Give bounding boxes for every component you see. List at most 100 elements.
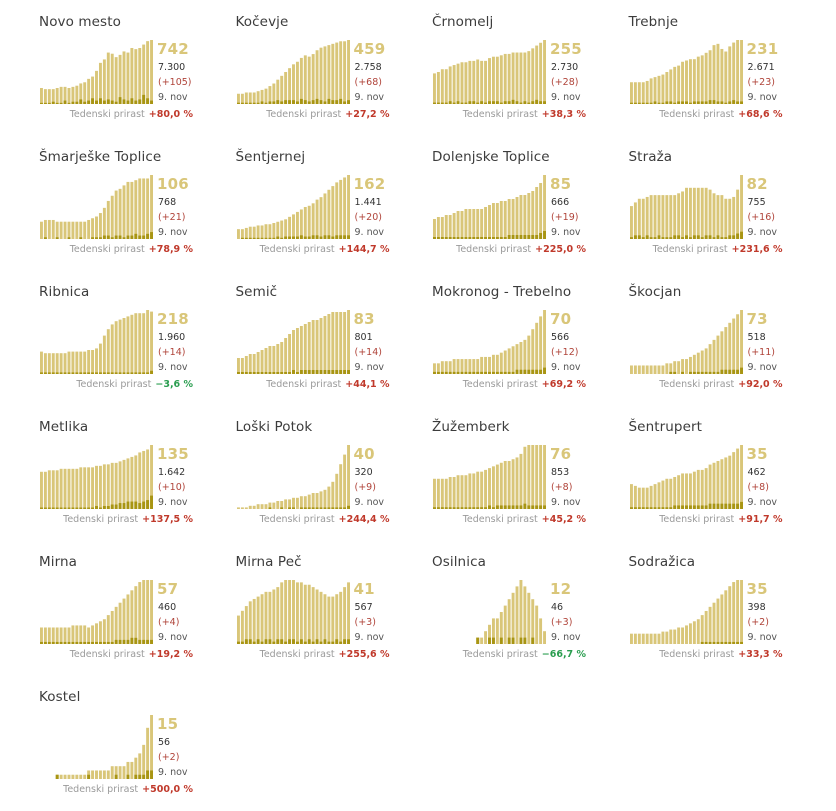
active-bar [503, 605, 507, 644]
active-cases-value: 85 [550, 175, 572, 193]
municipality-panel: Sodražica 35 398 (+2) 9. nov Tedenski prirast… [590, 540, 783, 668]
new-cases-bar [240, 372, 244, 374]
bar-sparkline [236, 580, 350, 644]
active-bar [47, 470, 51, 509]
active-bar [704, 468, 708, 509]
active-bar [126, 761, 130, 779]
active-cases-value: 12 [550, 580, 572, 598]
new-cases-bar [484, 371, 488, 374]
active-bar [491, 466, 495, 509]
municipality-panel: Trebnje 231 2.671 (+23) 9. nov Tedenski prira… [590, 0, 783, 128]
active-bar [150, 580, 153, 644]
new-cases-bar [75, 101, 79, 104]
new-cases-bar [267, 507, 271, 509]
active-bar [488, 356, 491, 374]
active-bar [150, 445, 153, 509]
new-cases-bar [43, 641, 47, 644]
weekly-growth-row: Tedenski prirast +19,2 % [70, 649, 193, 660]
active-bar [653, 77, 657, 104]
new-cases-bar [299, 235, 303, 239]
new-cases-bar [440, 507, 444, 509]
weekly-growth-row: Tedenski prirast +38,3 % [463, 109, 586, 120]
active-bar [322, 594, 326, 644]
new-cases-bar [503, 101, 507, 104]
new-cases-bar [503, 371, 507, 374]
new-cases-bar [543, 231, 546, 239]
active-bar [684, 60, 688, 104]
municipality-panel: Žužemberk 76 853 (+8) 9. nov Tedenski prirast… [393, 405, 586, 533]
active-bar [464, 475, 468, 509]
active-bar [723, 198, 727, 239]
new-cases-bar [645, 235, 649, 239]
date-label: 9. nov [354, 227, 385, 238]
bar-sparkline [433, 310, 546, 374]
active-bar [342, 587, 346, 644]
new-cases-bar [468, 507, 472, 509]
new-cases-bar [688, 237, 692, 239]
active-bar [59, 86, 63, 104]
active-bar [472, 209, 476, 239]
active-bar [448, 477, 452, 509]
new-cases-bar [299, 370, 303, 374]
new-cases-bar [83, 507, 87, 509]
new-cases-bar [134, 501, 138, 509]
active-bar [279, 342, 283, 374]
active-bar [63, 353, 67, 374]
active-bar [275, 221, 279, 239]
new-cases-bar [511, 637, 515, 644]
active-bar [252, 354, 256, 374]
active-bar [633, 202, 637, 239]
new-cases-bar [527, 505, 531, 509]
new-cases-bar [629, 102, 633, 104]
weekly-growth-label: Tedenski prirast [462, 379, 538, 390]
new-cases-bar [700, 505, 704, 509]
new-cases-bar [519, 505, 523, 509]
new-cases-bar [523, 369, 527, 374]
active-bar [495, 354, 499, 374]
active-bar [271, 223, 275, 239]
bar-sparkline [40, 175, 153, 239]
active-bar [719, 594, 723, 644]
new-cases-bar [275, 236, 279, 239]
active-bar [114, 766, 118, 779]
active-bar [83, 351, 87, 374]
active-bar [495, 464, 499, 509]
new-cases-bar [342, 639, 346, 644]
active-bar [51, 470, 55, 509]
active-bar [59, 468, 63, 509]
active-bar [110, 324, 114, 374]
new-cases-bar [704, 371, 708, 374]
new-cases-bar [739, 367, 743, 374]
active-bar [456, 475, 460, 509]
new-cases-bar [700, 237, 704, 239]
active-bar [134, 180, 138, 239]
active-bar [641, 82, 645, 104]
new-cases-bar [283, 100, 287, 104]
new-cases-bar [712, 237, 715, 239]
active-bar [676, 65, 680, 104]
active-bar [244, 227, 248, 239]
bar-sparkline [629, 175, 743, 239]
active-bar [67, 627, 71, 644]
active-bar [138, 313, 142, 374]
new-cases-bar [291, 100, 295, 104]
active-bar [468, 209, 472, 239]
date-label: 9. nov [354, 362, 385, 373]
weekly-growth-value: +45,2 % [541, 514, 586, 525]
active-bar [433, 363, 436, 374]
new-cases-bar [307, 101, 311, 104]
active-bar [51, 353, 55, 374]
active-bar [126, 594, 130, 644]
active-bar [319, 318, 322, 374]
active-bar [146, 41, 150, 104]
new-cases-bar [102, 506, 106, 509]
municipality-name: Šentjernej [235, 149, 306, 165]
active-bar [723, 590, 727, 644]
active-bar [291, 214, 295, 239]
active-bar [110, 766, 114, 779]
municipality-panel: Mokronog - Trebelno 70 566 (+12) 9. nov Teden… [393, 270, 586, 398]
active-bar [307, 205, 311, 239]
new-cases-bar [440, 371, 444, 374]
active-bar [252, 598, 256, 644]
active-bar [535, 45, 539, 104]
